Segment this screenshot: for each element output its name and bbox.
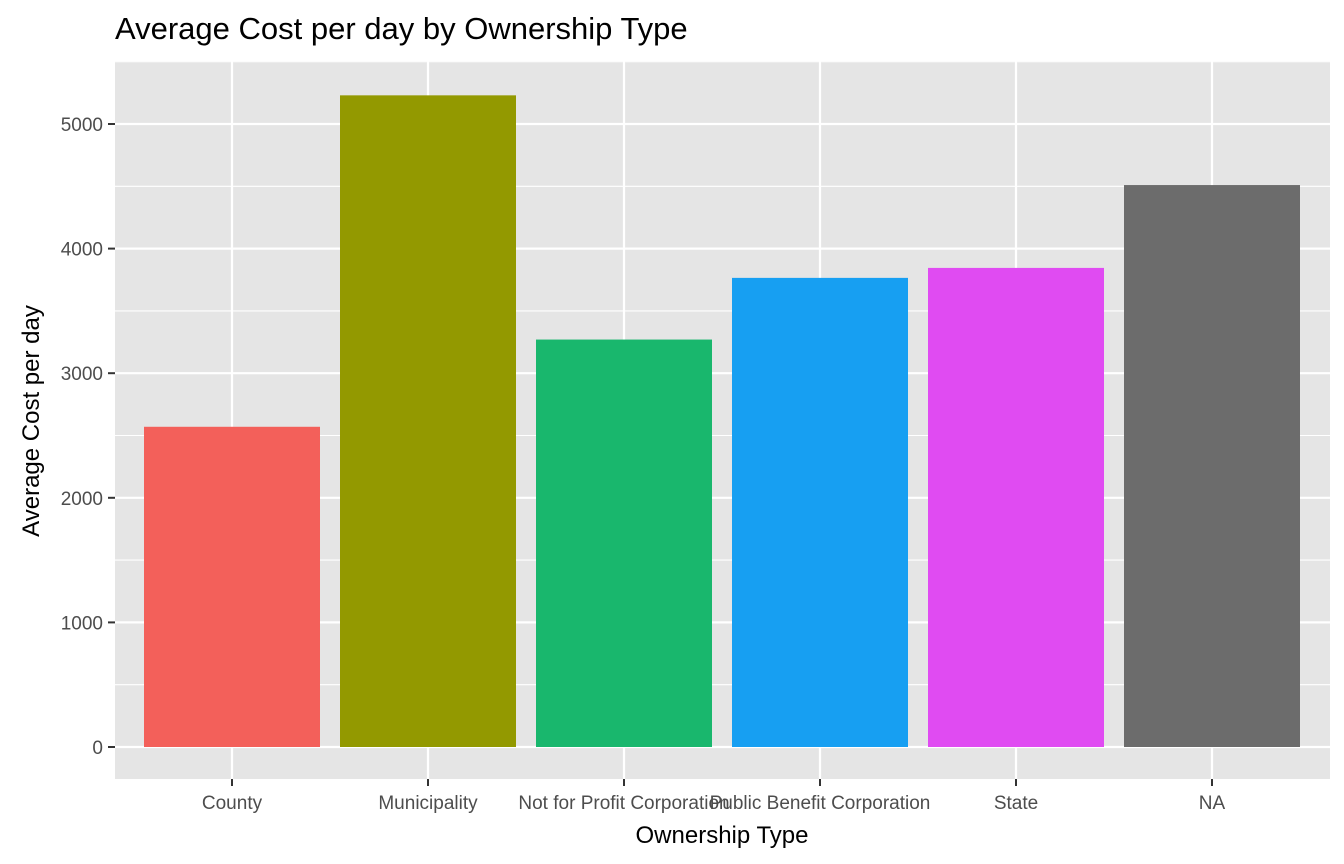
x-tick-label: Municipality [378, 793, 478, 814]
y-axis-title: Average Cost per day [18, 305, 45, 537]
chart-title: Average Cost per day by Ownership Type [115, 11, 688, 46]
y-tick-label: 0 [92, 738, 103, 759]
bar-public-benefit-corporation [732, 277, 908, 747]
y-tick-label: 3000 [61, 364, 103, 385]
bar-state [928, 267, 1104, 747]
x-tick-label: Not for Profit Corporation [518, 793, 729, 814]
x-axis: County Municipality Not for Profit Corpora… [202, 779, 1226, 814]
x-tick-label: NA [1199, 793, 1226, 814]
x-tick-label: County [202, 793, 263, 814]
x-tick-label: Public Benefit Corporation [710, 793, 931, 814]
bar-not-for-profit-corporation [536, 339, 712, 747]
x-axis-title: Ownership Type [636, 822, 809, 849]
y-tick-label: 1000 [61, 613, 103, 634]
y-tick-label: 2000 [61, 489, 103, 510]
y-tick-label: 4000 [61, 240, 103, 261]
bar-municipality [340, 95, 516, 748]
bar-na [1124, 185, 1300, 747]
bars [144, 95, 1300, 748]
y-axis: 0 1000 2000 3000 4000 5000 [61, 115, 115, 759]
bar-county [144, 426, 320, 747]
x-tick-label: State [994, 793, 1038, 814]
y-tick-label: 5000 [61, 115, 103, 136]
